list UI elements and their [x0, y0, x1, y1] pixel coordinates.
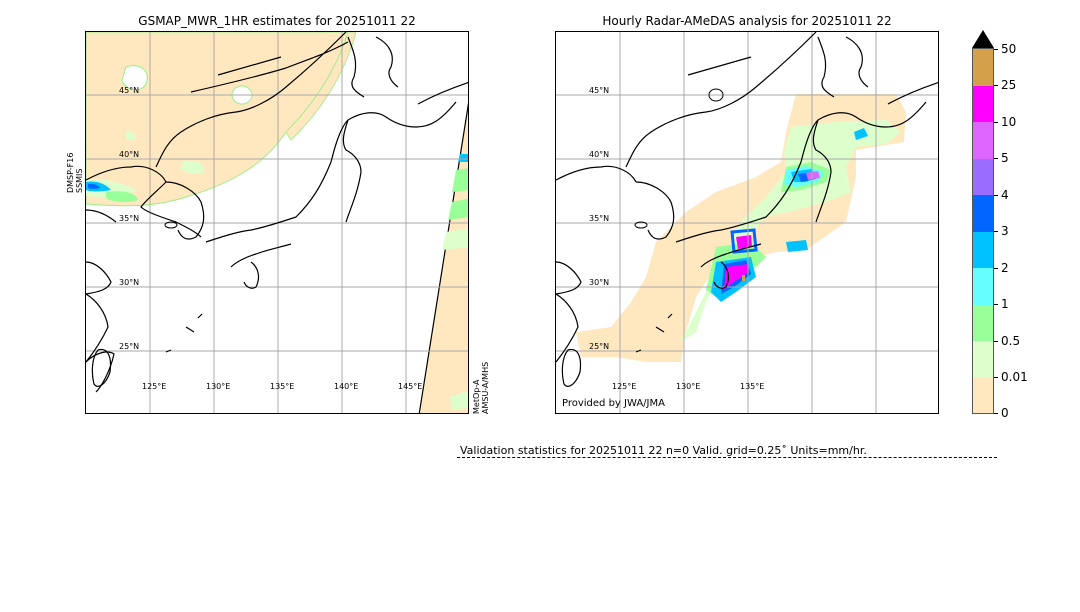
colorbar-tick	[994, 304, 998, 305]
sensor-line-1: MetOp-A	[472, 379, 481, 414]
lat-label-30: 30°N	[119, 278, 140, 287]
colorbar-label-4: 4	[1001, 188, 1009, 202]
gsmap-map	[86, 32, 468, 413]
colorbar-tick	[994, 231, 998, 232]
colorbar-seg-05-1	[973, 305, 993, 341]
lat-label-30: 30°N	[589, 278, 610, 287]
colorbar-seg-25-50	[973, 49, 993, 86]
colorbar-seg-1-2	[973, 268, 993, 305]
colorbar-label-2: 2	[1001, 261, 1009, 275]
sensor-line-2: AMSU-A/MHS	[481, 361, 490, 414]
radar-amedas-map	[556, 32, 938, 413]
lon-label-130: 130°E	[676, 382, 701, 391]
colorbar-tick	[994, 341, 998, 342]
colorbar-label-0.01: 0.01	[1001, 370, 1028, 384]
lat-label-40: 40°N	[119, 150, 140, 159]
lon-label-140: 140°E	[334, 382, 359, 391]
colorbar-seg-10-25	[973, 86, 993, 122]
colorbar-tick	[994, 49, 998, 50]
colorbar	[972, 48, 994, 414]
sensor-line-2: SSMIS	[75, 168, 84, 194]
lon-label-125: 125°E	[142, 382, 167, 391]
lat-label-40: 40°N	[589, 150, 610, 159]
colorbar-tick	[994, 413, 998, 414]
lat-label-25: 25°N	[119, 342, 140, 351]
colorbar-label-3: 3	[1001, 224, 1009, 238]
left-panel-title: GSMAP_MWR_1HR estimates for 20251011 22	[138, 14, 416, 28]
colorbar-extend-arrow	[972, 30, 994, 48]
lat-label-35: 35°N	[119, 214, 140, 223]
colorbar-label-1: 1	[1001, 297, 1009, 311]
colorbar-seg-001-05	[973, 341, 993, 378]
lon-label-145: 145°E	[398, 382, 423, 391]
lat-label-25: 25°N	[589, 342, 610, 351]
colorbar-tick	[994, 85, 998, 86]
colorbar-tick	[994, 377, 998, 378]
colorbar-tick	[994, 195, 998, 196]
colorbar-tick	[994, 158, 998, 159]
colorbar-seg-4-5	[973, 159, 993, 195]
colorbar-label-5: 5	[1001, 151, 1009, 165]
gsmap-map-panel: 45°N 40°N 35°N 30°N 25°N 125°E 130°E 135…	[85, 31, 469, 414]
lat-label-45: 45°N	[119, 86, 140, 95]
sensor-label-dmsp: DMSP-F16 SSMIS	[66, 153, 84, 193]
right-panel-title: Hourly Radar-AMeDAS analysis for 2025101…	[602, 14, 892, 28]
validation-divider	[457, 457, 997, 458]
sensor-line-1: DMSP-F16	[66, 152, 75, 193]
colorbar-seg-5-10	[973, 122, 993, 159]
colorbar-seg-0-001	[973, 378, 993, 413]
lat-label-35: 35°N	[589, 214, 610, 223]
data-credit: Provided by JWA/JMA	[562, 398, 665, 409]
lon-label-130: 130°E	[206, 382, 231, 391]
radar-amedas-map-panel: 45°N 40°N 35°N 30°N 25°N 125°E 130°E 135…	[555, 31, 939, 414]
lon-label-135: 135°E	[740, 382, 765, 391]
colorbar-tick	[994, 122, 998, 123]
colorbar-tick	[994, 268, 998, 269]
lon-label-125: 125°E	[612, 382, 637, 391]
colorbar-label-10: 10	[1001, 115, 1017, 129]
colorbar-label-0.5: 0.5	[1001, 334, 1021, 348]
colorbar-label-50: 50	[1001, 42, 1017, 56]
lat-label-45: 45°N	[589, 86, 610, 95]
lon-label-135: 135°E	[270, 382, 295, 391]
colorbar-seg-3-4	[973, 195, 993, 232]
colorbar-label-25: 25	[1001, 78, 1017, 92]
validation-statistics: Validation statistics for 20251011 22 n=…	[460, 444, 867, 457]
colorbar-label-0: 0	[1001, 406, 1009, 420]
sensor-label-metop: MetOp-A AMSU-A/MHS	[472, 362, 490, 414]
colorbar-seg-2-3	[973, 232, 993, 268]
